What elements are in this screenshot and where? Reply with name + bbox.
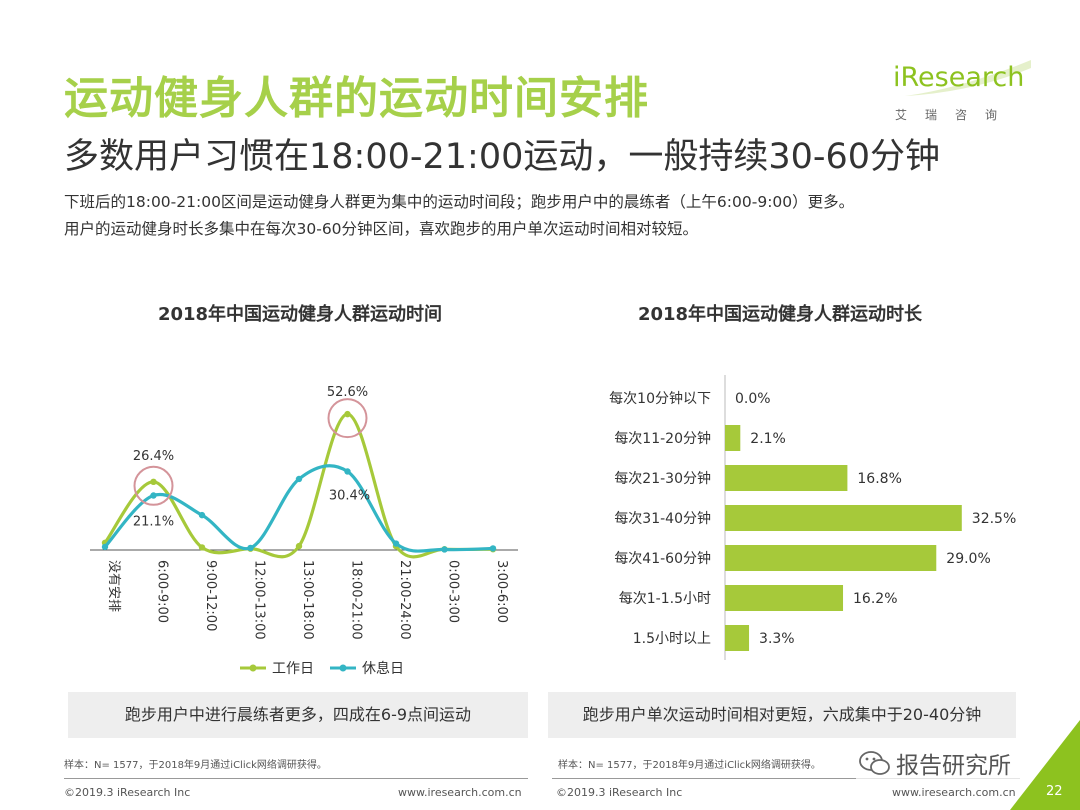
bar-7 [725, 625, 750, 651]
legend-label-1: 工作日 [272, 661, 314, 677]
bar-value-label-1: 0.0% [735, 391, 771, 407]
legend-marker-1 [249, 664, 257, 672]
series-line-1 [103, 412, 494, 559]
sample-note-right: 样本：N= 1577，于2018年9月通过iClick网络调研获得。 [558, 760, 821, 771]
page-number: 22 [1046, 784, 1063, 799]
x-tick-label-1: 没有安排 [106, 560, 121, 612]
data-point-s2-5 [295, 475, 303, 483]
logo-chinese: 艾瑞咨询 [895, 108, 1016, 122]
footer-divider-left [64, 778, 528, 779]
data-label-4: 30.4% [329, 488, 370, 503]
bar-5 [725, 545, 937, 571]
callout-left: 跑步用户中进行晨练者更多，四成在6-9点间运动 [68, 692, 528, 738]
page-subtitle: 多数用户习惯在18:00-21:00运动，一般持续30-60分钟 [64, 137, 941, 177]
footer-divider-right [552, 778, 1020, 779]
data-point-s2-9 [489, 545, 497, 552]
data-label-2: 21.1% [133, 514, 174, 529]
bar-value-label-2: 2.1% [750, 431, 786, 447]
data-point-s2-6 [344, 468, 351, 475]
bar-chart-title: 2018年中国运动健身人群运动时长 [637, 304, 923, 325]
bar-6 [725, 585, 844, 611]
data-point-s1-6 [344, 410, 351, 418]
website-url-left: www.iresearch.com.cn [398, 786, 522, 799]
y-tick-label-7: 1.5小时以上 [633, 631, 711, 647]
iresearch-logo: iResearch 艾瑞咨询 [893, 58, 1031, 128]
line-chart-title: 2018年中国运动健身人群运动时间 [157, 304, 443, 325]
x-tick-label-6: 18:00-21:00 [349, 560, 364, 640]
y-tick-label-1: 每次10分钟以下 [609, 390, 711, 407]
y-tick-label-3: 每次21-30分钟 [614, 470, 711, 487]
bar-value-label-7: 3.3% [759, 631, 795, 647]
x-tick-label-4: 12:00-13:00 [252, 560, 267, 640]
bar-value-label-3: 16.8% [857, 471, 901, 487]
data-label-1: 26.4% [133, 449, 174, 464]
line-chart: 26.4% 21.1% 52.6% 30.4% 没有安排 6:00-9:00 9:00-12… [90, 385, 518, 677]
x-tick-label-5: 13:00-18:00 [300, 560, 315, 640]
x-tick-label-9: 3:00-6:00 [494, 560, 509, 623]
data-label-3: 52.6% [327, 385, 368, 400]
data-point-s1-5 [295, 542, 303, 550]
wechat-icon [859, 751, 890, 775]
sample-note-left: 样本：N= 1577，于2018年9月通过iClick网络调研获得。 [64, 760, 327, 771]
bar-value-label-5: 29.0% [946, 551, 990, 567]
x-tick-label-2: 6:00-9:00 [155, 560, 170, 623]
data-point-s2-1 [101, 543, 109, 551]
data-point-s2-8 [441, 546, 448, 553]
data-point-s2-7 [392, 540, 400, 547]
corner-decoration [1010, 720, 1080, 810]
description-line-1: 下班后的18:00-21:00区间是运动健身人群更为集中的运动时间段；跑步用户中… [64, 193, 855, 211]
y-tick-label-2: 每次11-20分钟 [614, 430, 711, 447]
legend-label-2: 休息日 [362, 660, 404, 677]
description-line-2: 用户的运动健身时长多集中在每次30-60分钟区间，喜欢跑步的用户单次运动时间相对… [64, 220, 699, 238]
x-tick-label-8: 0:00-3:00 [446, 560, 461, 623]
y-tick-label-6: 每次1-1.5小时 [619, 591, 711, 607]
website-url-right: www.iresearch.com.cn [892, 786, 1016, 799]
bar-4 [725, 505, 962, 531]
bar-chart: 每次10分钟以下 0.0% 每次11-20分钟 2.1% 每次21-30分钟 16.8% 每… [609, 375, 1016, 660]
data-point-s2-2 [150, 492, 157, 499]
data-point-s2-3 [198, 511, 206, 519]
data-point-s1-3 [198, 544, 206, 551]
bar-2 [725, 425, 741, 451]
x-tick-label-7: 21:00-24:00 [397, 560, 412, 640]
x-tick-label-3: 9:00-12:00 [203, 560, 218, 631]
highlight-circle-2 [327, 398, 368, 439]
watermark-text: 报告研究所 [896, 753, 1011, 779]
copyright-left: ©2019.3 iResearch Inc [64, 786, 191, 799]
data-point-s1-2 [150, 478, 157, 485]
y-tick-label-5: 每次41-60分钟 [614, 550, 711, 567]
callout-right: 跑步用户单次运动时间相对更短，六成集中于20-40分钟 [548, 692, 1016, 738]
legend-marker-2 [339, 664, 347, 672]
highlight-circle-1 [133, 465, 174, 506]
copyright-right: ©2019.3 iResearch Inc [556, 786, 683, 799]
data-point-s2-4 [247, 544, 254, 552]
bar-3 [725, 465, 848, 491]
bar-value-label-4: 32.5% [972, 511, 1016, 527]
logo-wordmark: iResearch [893, 62, 1025, 93]
y-tick-label-4: 每次31-40分钟 [614, 510, 711, 527]
page-title: 运动健身人群的运动时间安排 [64, 73, 649, 124]
bar-value-label-6: 16.2% [853, 591, 897, 607]
